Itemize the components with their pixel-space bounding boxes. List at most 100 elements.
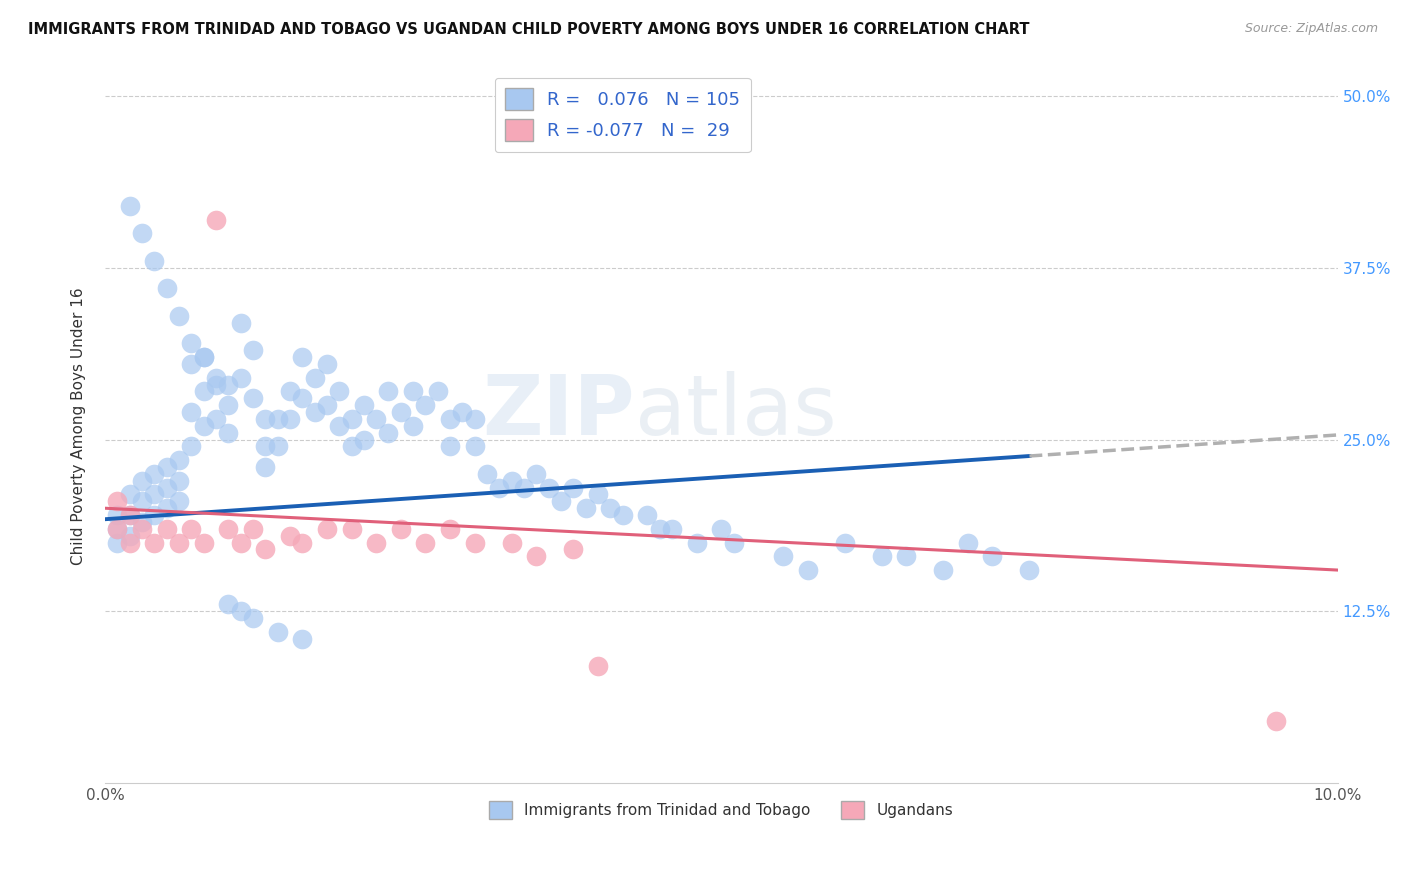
Point [143, 467, 166, 481]
Point [340, 522, 363, 536]
Point [315, 398, 337, 412]
Point [366, 535, 388, 549]
Point [242, 343, 264, 358]
Point [389, 405, 412, 419]
Point [586, 487, 609, 501]
Point [254, 439, 277, 453]
Point [575, 501, 598, 516]
Point [205, 377, 228, 392]
Point [266, 412, 288, 426]
Point [131, 227, 153, 241]
Point [131, 494, 153, 508]
Point [180, 522, 202, 536]
Point [278, 529, 301, 543]
Point [328, 384, 350, 399]
Point [439, 412, 461, 426]
Point [205, 412, 228, 426]
Point [402, 384, 425, 399]
Point [156, 522, 179, 536]
Point [340, 412, 363, 426]
Point [131, 522, 153, 536]
Point [291, 632, 314, 646]
Point [156, 281, 179, 295]
Point [562, 542, 585, 557]
Point [612, 508, 634, 522]
Point [340, 439, 363, 453]
Point [180, 405, 202, 419]
Point [156, 501, 179, 516]
Point [205, 212, 228, 227]
Point [526, 549, 548, 564]
Point [981, 549, 1004, 564]
Point [217, 377, 239, 392]
Point [464, 439, 486, 453]
Point [685, 535, 707, 549]
Point [229, 604, 252, 618]
Point [229, 535, 252, 549]
Point [291, 350, 314, 364]
Point [217, 425, 239, 440]
Point [415, 535, 437, 549]
Point [415, 398, 437, 412]
Point [426, 384, 449, 399]
Point [315, 357, 337, 371]
Point [180, 357, 202, 371]
Point [143, 487, 166, 501]
Point [205, 370, 228, 384]
Point [167, 474, 190, 488]
Point [217, 598, 239, 612]
Point [304, 370, 326, 384]
Point [193, 418, 215, 433]
Point [118, 487, 141, 501]
Point [242, 522, 264, 536]
Point [636, 508, 658, 522]
Point [353, 398, 375, 412]
Point [118, 508, 141, 522]
Point [834, 535, 856, 549]
Point [254, 412, 277, 426]
Point [278, 384, 301, 399]
Point [389, 522, 412, 536]
Y-axis label: Child Poverty Among Boys Under 16: Child Poverty Among Boys Under 16 [72, 287, 86, 565]
Point [105, 508, 128, 522]
Text: ZIP: ZIP [482, 371, 636, 452]
Point [439, 522, 461, 536]
Point [143, 535, 166, 549]
Point [131, 515, 153, 529]
Point [167, 309, 190, 323]
Point [254, 542, 277, 557]
Point [105, 522, 128, 536]
Point [217, 398, 239, 412]
Point [315, 522, 337, 536]
Point [193, 384, 215, 399]
Text: IMMIGRANTS FROM TRINIDAD AND TOBAGO VS UGANDAN CHILD POVERTY AMONG BOYS UNDER 16: IMMIGRANTS FROM TRINIDAD AND TOBAGO VS U… [28, 22, 1029, 37]
Point [353, 433, 375, 447]
Point [105, 494, 128, 508]
Point [723, 535, 745, 549]
Point [217, 522, 239, 536]
Point [143, 508, 166, 522]
Point [242, 611, 264, 625]
Point [501, 474, 523, 488]
Point [254, 460, 277, 475]
Point [464, 412, 486, 426]
Point [278, 412, 301, 426]
Point [266, 439, 288, 453]
Point [956, 535, 979, 549]
Point [550, 494, 572, 508]
Point [229, 316, 252, 330]
Point [377, 384, 399, 399]
Legend: Immigrants from Trinidad and Tobago, Ugandans: Immigrants from Trinidad and Tobago, Uga… [484, 795, 959, 825]
Point [105, 535, 128, 549]
Point [304, 405, 326, 419]
Point [896, 549, 918, 564]
Point [105, 522, 128, 536]
Point [796, 563, 818, 577]
Point [772, 549, 794, 564]
Point [180, 439, 202, 453]
Point [193, 350, 215, 364]
Point [118, 199, 141, 213]
Point [710, 522, 733, 536]
Point [118, 529, 141, 543]
Point [118, 535, 141, 549]
